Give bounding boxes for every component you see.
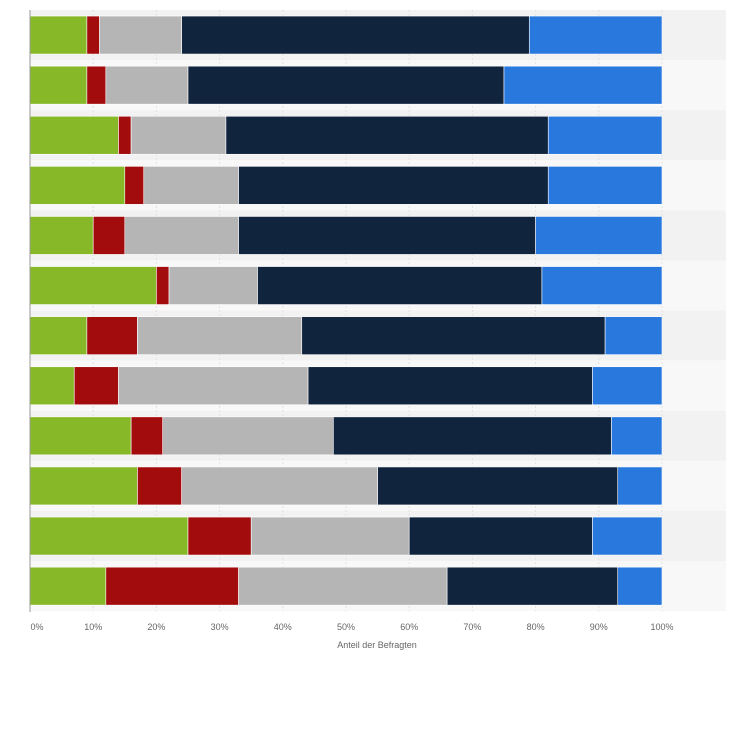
bar-segment[interactable]	[162, 416, 334, 456]
x-tick-labels: 0% 10% 20% 30% 40% 50% 60% 70% 80% 90% 100%	[30, 622, 673, 632]
bar-segment[interactable]	[541, 266, 663, 305]
bar-segment[interactable]	[301, 316, 606, 355]
bar-segment[interactable]	[446, 566, 619, 606]
bar-segment[interactable]	[118, 366, 309, 406]
bar-segment[interactable]	[29, 516, 189, 556]
bar-segment[interactable]	[238, 216, 536, 255]
bar-segment[interactable]	[29, 566, 107, 606]
bar-segment[interactable]	[617, 466, 663, 506]
bar-segment[interactable]	[86, 65, 107, 105]
bar-segment[interactable]	[187, 65, 505, 105]
bar-segment[interactable]	[503, 65, 663, 105]
bar-segment[interactable]	[250, 516, 410, 556]
bar-segment[interactable]	[137, 466, 182, 506]
bar-segment[interactable]	[592, 366, 663, 406]
bar-segment[interactable]	[604, 316, 663, 355]
x-tick-label: 10%	[84, 622, 102, 632]
bar-segment[interactable]	[168, 266, 258, 305]
bar-segment[interactable]	[156, 266, 170, 305]
bar-segment[interactable]	[29, 115, 119, 155]
bar-segment[interactable]	[535, 216, 663, 255]
bar-segment[interactable]	[29, 416, 132, 456]
x-tick-label: 60%	[400, 622, 418, 632]
bar-segment[interactable]	[143, 166, 239, 205]
x-tick-label: 40%	[274, 622, 292, 632]
bar-segment[interactable]	[547, 166, 663, 205]
x-tick-label: 30%	[211, 622, 229, 632]
bar-segment[interactable]	[29, 316, 88, 355]
bar-segment[interactable]	[86, 15, 100, 55]
bar-segment[interactable]	[547, 115, 663, 155]
x-tick-label: 20%	[147, 622, 165, 632]
bar-segment[interactable]	[408, 516, 593, 556]
bar-segment[interactable]	[592, 516, 663, 556]
bar-segment[interactable]	[238, 166, 549, 205]
x-tick-label: 90%	[590, 622, 608, 632]
bar-segment[interactable]	[29, 65, 88, 105]
x-tick-label: 0%	[30, 622, 43, 632]
bar-segment[interactable]	[105, 566, 239, 606]
bar-segment[interactable]	[92, 216, 126, 255]
bar-segment[interactable]	[118, 115, 132, 155]
x-tick-label: 100%	[650, 622, 673, 632]
bar-segment[interactable]	[617, 566, 663, 606]
bar-segment[interactable]	[29, 15, 88, 55]
x-tick-label: 50%	[337, 622, 355, 632]
bar-segment[interactable]	[225, 115, 549, 155]
x-axis-title: Anteil der Befragten	[337, 640, 417, 650]
bar-segment[interactable]	[29, 366, 75, 406]
gridlines	[92, 10, 663, 612]
bar-segment[interactable]	[130, 115, 227, 155]
bar-segment[interactable]	[187, 516, 252, 556]
bar-segment[interactable]	[124, 216, 239, 255]
bar-segment[interactable]	[377, 466, 619, 506]
bar-segment[interactable]	[333, 416, 612, 456]
bar-segment[interactable]	[86, 316, 138, 355]
bar-segment[interactable]	[29, 266, 157, 305]
bar-segment[interactable]	[257, 266, 543, 305]
bar-segment[interactable]	[307, 366, 593, 406]
bars	[29, 15, 663, 606]
bar-segment[interactable]	[124, 166, 145, 205]
bar-segment[interactable]	[29, 466, 138, 506]
bar-segment[interactable]	[137, 316, 303, 355]
bar-segment[interactable]	[29, 166, 126, 205]
x-tick-label: 80%	[527, 622, 545, 632]
bar-segment[interactable]	[611, 416, 663, 456]
bar-segment[interactable]	[238, 566, 448, 606]
bar-segment[interactable]	[130, 416, 164, 456]
bar-segment[interactable]	[181, 15, 530, 55]
bar-segment[interactable]	[105, 65, 189, 105]
bar-segment[interactable]	[99, 15, 182, 55]
x-tick-label: 70%	[463, 622, 481, 632]
bar-segment[interactable]	[29, 216, 94, 255]
bar-segment[interactable]	[528, 15, 663, 55]
bar-segment[interactable]	[181, 466, 378, 506]
bar-segment[interactable]	[73, 366, 119, 406]
